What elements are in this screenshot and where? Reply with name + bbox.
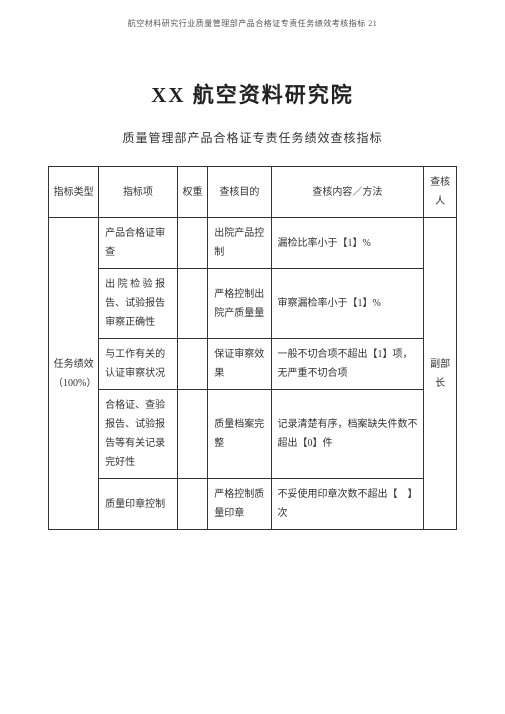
cell-content: 漏检比率小于【1】% (271, 218, 424, 269)
table-row: 质量印章控制 严格控制质量印章 不妥使用印章次数不超出【 】次 (49, 479, 457, 530)
cell-purpose: 出院产品控制 (208, 218, 271, 269)
th-item: 指标项 (99, 167, 178, 218)
cell-item: 产品合格证审查 (99, 218, 178, 269)
cell-purpose: 保证审察效果 (208, 339, 271, 390)
cell-item: 质量印章控制 (99, 479, 178, 530)
cell-content: 记录清楚有序，档案缺失件数不超出【0】件 (271, 390, 424, 479)
th-reviewer: 查核人 (424, 167, 457, 218)
table-row: 与工作有关的认证审察状况 保证审察效果 一般不切合项不超出【1】项，无严重不切合… (49, 339, 457, 390)
cell-weight (177, 390, 208, 479)
cell-content: 一般不切合项不超出【1】项，无严重不切合项 (271, 339, 424, 390)
cell-item: 出 院 检 验 报告、试验报告审察正确性 (99, 269, 178, 339)
cell-weight (177, 479, 208, 530)
cell-content: 审察漏检率小于【1】% (271, 269, 424, 339)
cell-type: 任务绩效（100%） (49, 218, 99, 530)
cell-purpose: 质量档案完整 (208, 390, 271, 479)
sub-title: 质量管理部产品合格证专责任务绩效查核指标 (0, 129, 505, 146)
assessment-table: 指标类型 指标项 权重 查核目的 查核内容／方法 查核人 任务绩效（100%） … (48, 166, 457, 530)
main-title: XX 航空资料研究院 (0, 79, 505, 109)
th-weight: 权重 (177, 167, 208, 218)
th-content: 查核内容／方法 (271, 167, 424, 218)
cell-weight (177, 339, 208, 390)
cell-purpose: 严格控制出院产质量量 (208, 269, 271, 339)
cell-purpose: 严格控制质量印章 (208, 479, 271, 530)
header-note: 航空材料研究行业质量管理部产品合格证专责任务绩效考核指标 21 (0, 0, 505, 29)
table-row: 合格证、查验报告、试验报告等有关记录完好性 质量档案完整 记录清楚有序，档案缺失… (49, 390, 457, 479)
table-header-row: 指标类型 指标项 权重 查核目的 查核内容／方法 查核人 (49, 167, 457, 218)
th-type: 指标类型 (49, 167, 99, 218)
cell-reviewer: 副部长 (424, 218, 457, 530)
cell-item: 合格证、查验报告、试验报告等有关记录完好性 (99, 390, 178, 479)
cell-content: 不妥使用印章次数不超出【 】次 (271, 479, 424, 530)
table-row: 出 院 检 验 报告、试验报告审察正确性 严格控制出院产质量量 审察漏检率小于【… (49, 269, 457, 339)
cell-item: 与工作有关的认证审察状况 (99, 339, 178, 390)
cell-weight (177, 269, 208, 339)
table-row: 任务绩效（100%） 产品合格证审查 出院产品控制 漏检比率小于【1】% 副部长 (49, 218, 457, 269)
cell-weight (177, 218, 208, 269)
th-purpose: 查核目的 (208, 167, 271, 218)
